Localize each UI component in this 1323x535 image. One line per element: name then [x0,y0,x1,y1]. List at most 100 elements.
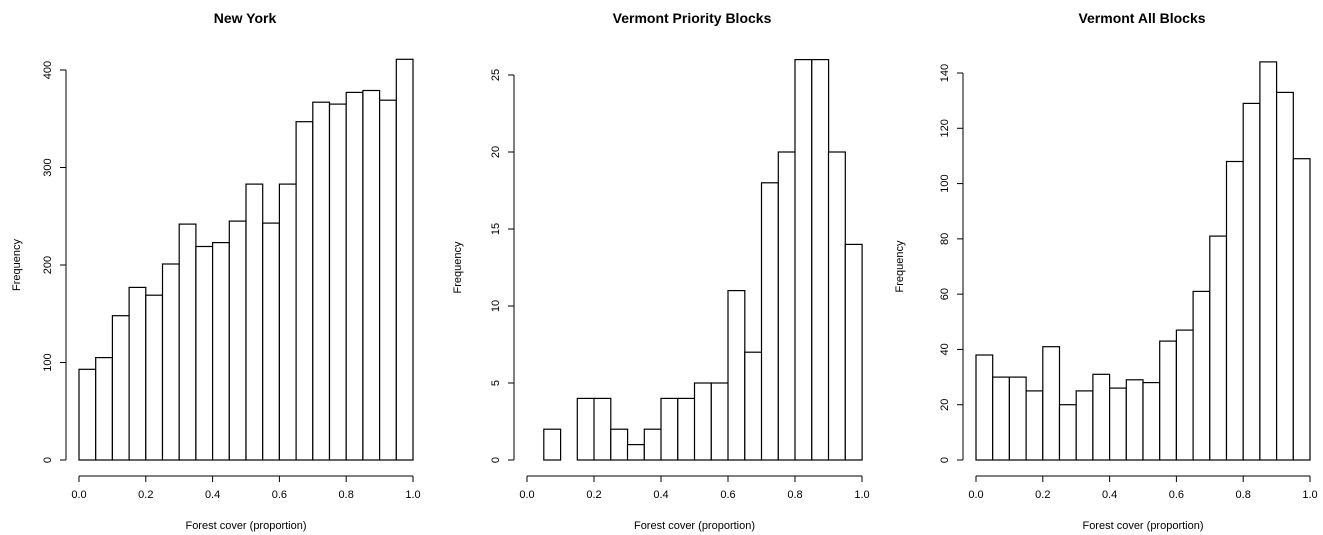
histogram-bar [975,354,994,461]
chart-title: Vermont Priority Blocks [613,10,772,26]
histogram-bar [1292,158,1311,461]
histogram-bar [827,151,846,461]
histogram-bar [844,243,863,461]
x-tick-label: 1.0 [854,489,869,501]
y-tick-label: 0 [42,457,54,463]
histogram-bar [1092,373,1111,461]
histogram-bar [626,444,645,461]
y-tick-label: 60 [939,288,951,300]
histogram-bar [345,91,364,461]
histogram-bar [1142,382,1161,461]
histogram-bar [178,223,197,461]
histogram-bar [379,99,397,461]
y-tick-label: 10 [490,300,502,312]
x-tick-label: 0.4 [1102,489,1117,501]
histogram-bar [111,315,130,461]
x-tick-label: 0.6 [272,489,287,501]
histogram-bar [228,220,247,461]
histogram-bar [576,397,595,461]
x-axis-label: Forest cover (proportion) [1082,520,1203,532]
histogram-bar [794,58,813,461]
histogram-svg-1: New York 0.0 0.2 0.4 0.6 0.8 1.0 0 100 200 300 400 F… [11,10,421,532]
chart-title: Vermont All Blocks [1078,10,1205,26]
histogram-bar [1108,387,1127,461]
x-tick-label: 0.0 [71,489,86,501]
x-tick-label: 0.0 [519,489,534,501]
histogram-panel-2: Vermont Priority Blocks 0.0 0.2 0.4 0.6 0.8 1.… [441,0,882,535]
histogram-bar [212,242,230,461]
histogram-bar [395,58,414,461]
histogram-bar [195,245,214,461]
histogram-bar [95,357,113,461]
chart-title: New York [214,10,277,26]
histogram-bar [693,382,712,461]
y-tick-label: 20 [939,399,951,411]
x-axis-label: Forest cover (proportion) [185,520,306,532]
x-tick-label: 0.8 [1236,489,1251,501]
x-tick-label: 0.8 [787,489,802,501]
histogram-bar [1192,290,1211,461]
x-tick-label: 0.2 [1035,489,1050,501]
x-axis-label: Forest cover (proportion) [634,520,755,532]
histogram-bar [760,182,779,461]
histogram-bar [660,397,679,461]
x-tick-label: 0.2 [586,489,601,501]
histogram-bar [245,183,264,461]
histogram-bar [161,263,180,461]
histogram-bar [543,428,562,461]
histogram-panel-3: Vermont All Blocks 0.0 0.2 0.4 0.6 0.8 1.0 0 20 4… [883,0,1323,535]
x-tick-label: 0.0 [968,489,983,501]
y-tick-label: 100 [939,174,951,192]
y-tick-label: 120 [939,119,951,137]
histogram-bar [992,376,1011,461]
y-tick-label: 0 [939,457,951,463]
histogram-bar [362,89,381,461]
histogram-bar [744,351,763,461]
histogram-svg-2: Vermont Priority Blocks 0.0 0.2 0.4 0.6 0.8 1.… [452,10,870,532]
x-tick-label: 0.6 [720,489,735,501]
histogram-bar [1275,91,1294,461]
histogram-bar [643,428,662,461]
histogram-bar [295,121,314,461]
histogram-bar [1025,390,1044,461]
y-tick-label: 100 [42,353,54,371]
histogram-bar [710,382,729,461]
histogram-bar [128,286,147,461]
y-tick-label: 40 [939,343,951,355]
histogram-bar [1125,379,1144,461]
histogram-bar [1225,160,1244,461]
y-tick-label: 140 [939,64,951,82]
histogram-bar [610,428,629,461]
histogram-bar [593,397,612,461]
x-tick-label: 0.4 [205,489,220,501]
y-axis-label: Frequency [894,240,906,292]
histogram-bar [1175,329,1194,461]
histogram-bar [1259,61,1278,461]
histogram-bar [1042,346,1061,461]
x-tick-label: 0.4 [653,489,668,501]
y-tick-label: 5 [490,380,502,386]
histogram-bar [312,101,331,461]
y-tick-label: 0 [490,457,502,463]
histogram-bar [1058,404,1077,461]
y-tick-label: 15 [490,223,502,235]
x-tick-label: 0.2 [138,489,153,501]
x-tick-label: 0.6 [1169,489,1184,501]
histogram-bar [78,368,97,461]
y-axis-label: Frequency [11,239,23,291]
y-tick-label: 300 [42,158,54,176]
y-axis-label: Frequency [452,241,464,293]
histogram-bar [145,294,164,461]
x-tick-label: 0.8 [339,489,354,501]
histogram-bar [1159,340,1177,461]
histogram-bar [262,222,281,461]
histogram-bar [677,397,696,461]
x-tick-label: 1.0 [405,489,420,501]
y-tick-label: 80 [939,233,951,245]
y-tick-label: 20 [490,146,502,158]
histogram-bar [278,183,297,461]
x-tick-label: 1.0 [1302,489,1317,501]
histogram-bar [811,58,830,461]
histogram-bar [1075,390,1094,461]
